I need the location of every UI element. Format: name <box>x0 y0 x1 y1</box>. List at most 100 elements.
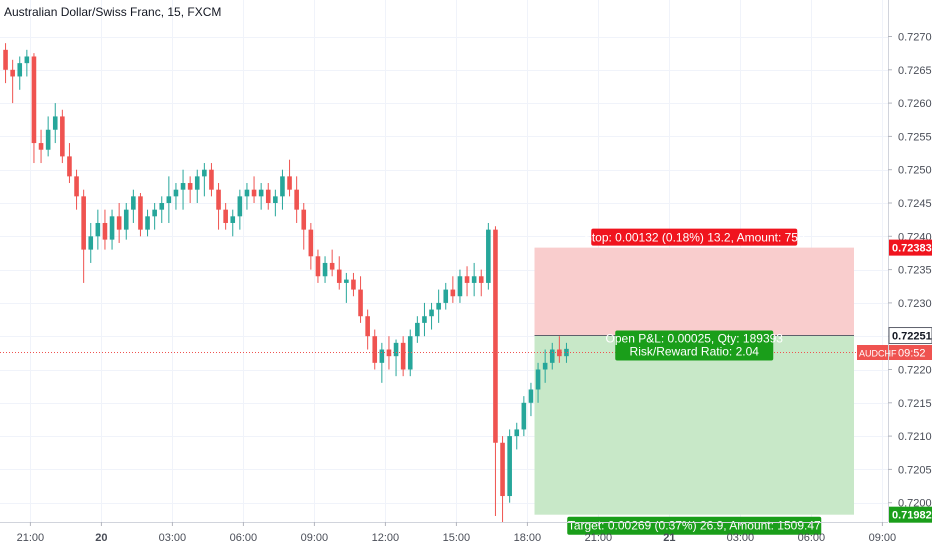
candle-body <box>251 189 257 197</box>
candle <box>138 193 143 237</box>
candle <box>308 222 314 270</box>
current-time-bg <box>889 345 932 360</box>
candle <box>116 203 122 243</box>
x-tick-label: 09:00 <box>301 532 329 544</box>
candle-body <box>3 49 8 70</box>
candle-body <box>287 176 292 190</box>
candle-body <box>365 316 370 337</box>
candle-body <box>216 189 221 210</box>
candle-body <box>308 229 314 257</box>
candle-body <box>429 309 434 317</box>
current-time-text: 09:52 <box>898 348 926 360</box>
candle <box>95 209 101 250</box>
candle <box>471 262 477 297</box>
target-label-bg <box>567 516 822 535</box>
symbol-tag-text: AUDCHF <box>859 349 897 359</box>
candle <box>336 256 342 290</box>
candle-body <box>450 289 456 297</box>
candle-body <box>209 169 214 190</box>
candle-body <box>507 436 512 497</box>
candle-body <box>500 442 505 497</box>
target-zone[interactable] <box>534 335 855 515</box>
candle <box>123 203 129 240</box>
candle <box>500 436 505 523</box>
stop-zone[interactable] <box>534 247 855 336</box>
x-tick-label: 06:00 <box>230 532 258 544</box>
target-price-badge-bg <box>889 506 932 523</box>
target-price-badge-text: 0.71982 <box>892 510 932 522</box>
candle-body <box>187 183 193 190</box>
candle-body <box>528 389 534 403</box>
candle <box>52 103 58 144</box>
candle-body <box>329 262 335 270</box>
candle <box>223 203 228 230</box>
candle <box>329 249 335 277</box>
candle <box>180 169 186 210</box>
candle-body <box>60 116 65 157</box>
candle-body <box>407 336 413 370</box>
candle <box>67 143 72 184</box>
candle-body <box>301 209 307 230</box>
candle <box>244 183 250 210</box>
candle-body <box>415 322 420 337</box>
candlestick-series <box>3 43 569 523</box>
candle-body <box>95 222 101 237</box>
candle-body <box>535 369 541 390</box>
candle-body <box>230 216 236 223</box>
candle-body <box>273 196 278 203</box>
time-axis[interactable]: 21:00 20 03:00 06:00 09:00 12:00 15:00 18:00 21:… <box>17 522 897 544</box>
candle <box>372 329 378 370</box>
candle <box>443 282 449 310</box>
candle-body <box>471 276 477 283</box>
candle-body <box>67 156 72 177</box>
target-price-badge: 0.71982 <box>889 506 932 523</box>
stop-label-bg <box>591 228 798 246</box>
candle <box>415 316 420 343</box>
candle-body <box>464 276 470 283</box>
candle-body <box>102 222 108 240</box>
x-tick-label: 21:00 <box>585 532 613 544</box>
candle-body <box>166 196 172 203</box>
candle-body <box>173 189 179 197</box>
candle <box>528 382 534 417</box>
candle <box>216 183 221 230</box>
x-tick-label: 03:00 <box>159 532 187 544</box>
candle <box>280 169 285 210</box>
candle-body <box>478 276 484 283</box>
candle-body <box>237 196 243 217</box>
candle <box>422 302 427 337</box>
position-tool[interactable] <box>534 247 855 515</box>
candle-body <box>194 176 200 190</box>
candle <box>386 336 392 370</box>
candle <box>251 176 257 203</box>
candle-body <box>45 129 51 150</box>
stop-price-badge: 0.72383 <box>889 239 932 256</box>
candle-body <box>436 302 441 310</box>
stop-label-text: Stop: 0.00132 (0.18%) 13.2, Amount: 750 <box>584 231 805 245</box>
pnl-label-bg <box>615 330 774 361</box>
candle <box>358 276 363 323</box>
candle <box>230 209 236 237</box>
rr-label-text: Risk/Reward Ratio: 2.04 <box>630 345 760 359</box>
candle <box>507 429 512 503</box>
candle <box>294 176 299 223</box>
candle <box>81 189 86 283</box>
candle-body <box>88 236 94 250</box>
candle <box>450 276 456 303</box>
candle <box>393 339 399 377</box>
candle <box>31 53 37 164</box>
candle-body <box>265 189 271 203</box>
candle-body <box>557 349 562 357</box>
candle <box>187 176 193 203</box>
candle <box>535 362 541 403</box>
